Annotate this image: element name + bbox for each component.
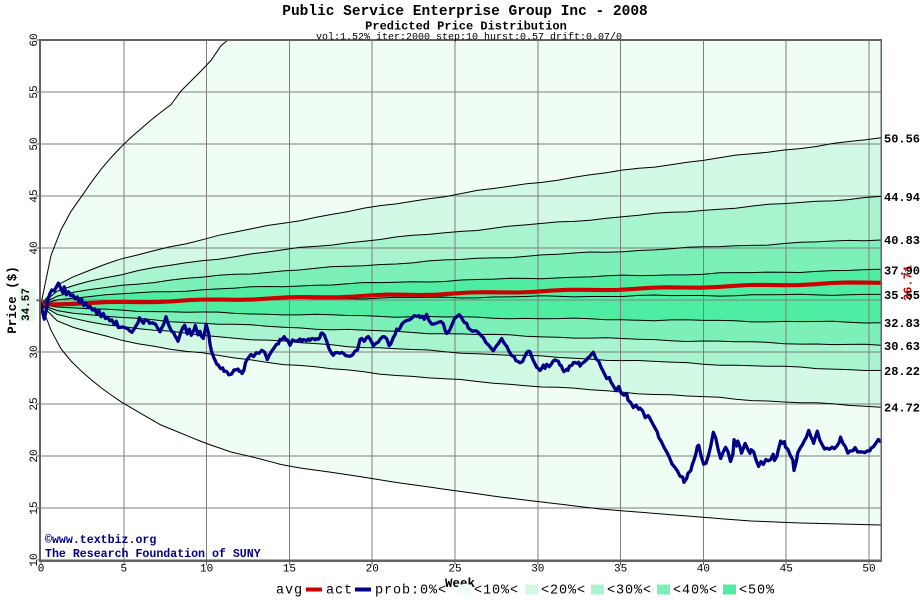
svg-text:<10%<: <10%<	[474, 584, 519, 599]
svg-text:<20%<: <20%<	[541, 584, 586, 599]
svg-text:Public Service Enterprise Grou: Public Service Enterprise Group Inc - 20…	[282, 4, 647, 20]
svg-text:The Research Foundation of SUN: The Research Foundation of SUNY	[45, 548, 261, 561]
svg-text:10: 10	[200, 564, 213, 576]
svg-text:vol:1.52% iter:2000 step:10 hu: vol:1.52% iter:2000 step:10 hurst:0.57 d…	[316, 31, 622, 43]
svg-text:36.71: 36.71	[902, 265, 916, 301]
svg-text:24.72: 24.72	[884, 401, 920, 415]
svg-text:Price ($): Price ($)	[6, 266, 20, 334]
svg-text:35: 35	[614, 564, 627, 576]
svg-text:15: 15	[283, 564, 296, 576]
svg-text:60: 60	[29, 33, 41, 46]
svg-text:40: 40	[697, 564, 710, 576]
svg-text:0: 0	[38, 564, 45, 576]
svg-text:20: 20	[29, 449, 41, 462]
svg-text:44.94: 44.94	[884, 191, 920, 205]
svg-text:act: act	[326, 584, 353, 599]
svg-text:30: 30	[29, 345, 41, 358]
svg-text:45: 45	[29, 189, 41, 202]
svg-text:20: 20	[366, 564, 379, 576]
svg-text:40.83: 40.83	[884, 234, 920, 248]
svg-text:30: 30	[531, 564, 544, 576]
svg-text:32.83: 32.83	[884, 317, 920, 331]
svg-text:10: 10	[29, 553, 41, 566]
svg-text:©www.textbiz.org: ©www.textbiz.org	[45, 534, 156, 547]
svg-text:15: 15	[29, 501, 41, 514]
svg-text:40: 40	[29, 241, 41, 254]
svg-text:25: 25	[448, 564, 461, 576]
svg-text:Predicted Price Distribution: Predicted Price Distribution	[365, 20, 567, 34]
svg-text:25: 25	[29, 397, 41, 410]
svg-text:45: 45	[780, 564, 793, 576]
svg-text:55: 55	[29, 85, 41, 98]
svg-text:28.22: 28.22	[884, 365, 920, 379]
svg-text:prob:0%<: prob:0%<	[375, 584, 447, 599]
svg-text:5: 5	[120, 564, 127, 576]
svg-text:<50%: <50%	[739, 584, 775, 599]
svg-text:37.90: 37.90	[884, 264, 920, 278]
svg-text:<30%<: <30%<	[607, 584, 652, 599]
svg-text:avg: avg	[276, 584, 303, 599]
svg-text:35.55: 35.55	[884, 289, 920, 303]
svg-text:<40%<: <40%<	[673, 584, 718, 599]
svg-text:30.63: 30.63	[884, 340, 920, 354]
svg-text:50: 50	[862, 564, 875, 576]
svg-text:50.56: 50.56	[884, 133, 920, 147]
svg-text:50: 50	[29, 137, 41, 150]
svg-text:34.57: 34.57	[21, 288, 33, 321]
